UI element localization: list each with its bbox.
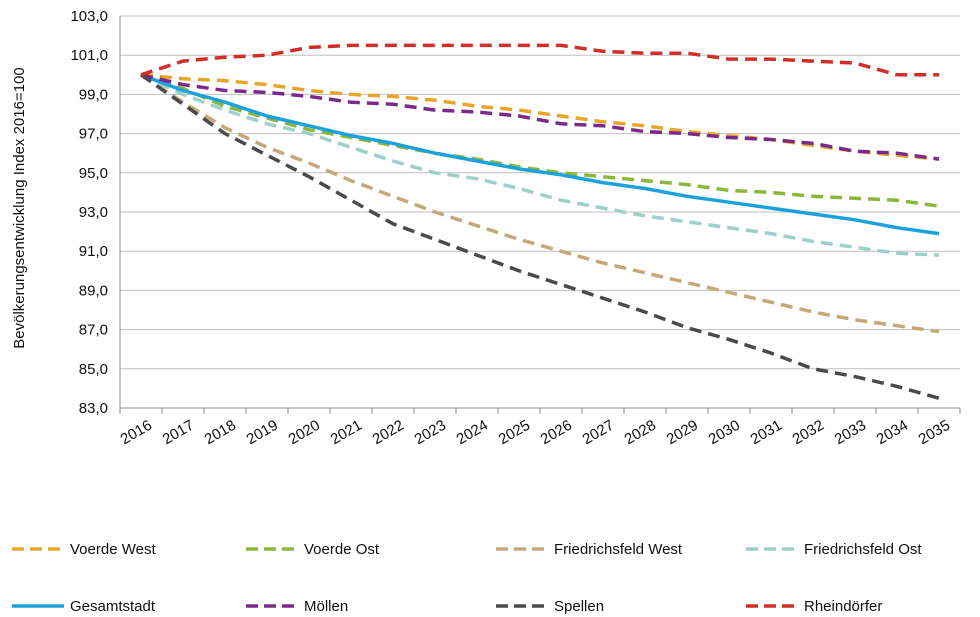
series-line <box>140 73 940 334</box>
x-tick-label: 2024 <box>454 417 491 448</box>
y-axis-label: Bevölkerungsentwicklung Index 2016=100 <box>11 67 28 348</box>
x-tick-label: 2019 <box>244 417 281 448</box>
legend-label: Voerde West <box>70 541 156 558</box>
legend-label: Gesamtstadt <box>70 598 156 615</box>
legend-label: Voerde Ost <box>304 541 380 558</box>
x-tick-label: 2023 <box>412 417 449 448</box>
series-line <box>140 73 940 208</box>
series-line <box>140 73 940 236</box>
x-tick-label: 2028 <box>622 417 659 448</box>
legend: Voerde West Voerde Ost Friedrichsfeld West… <box>12 541 922 615</box>
y-tick-label: 103,0 <box>70 8 108 25</box>
x-tick-label: 2022 <box>370 417 407 448</box>
series-line <box>140 43 939 77</box>
series-line <box>140 73 940 257</box>
y-tick-label: 85,0 <box>79 361 108 378</box>
x-tick-label: 2035 <box>916 417 953 448</box>
legend-label: Friedrichsfeld Ost <box>804 541 922 558</box>
legend-label: Spellen <box>554 598 604 615</box>
x-tick-label: 2026 <box>538 417 575 448</box>
x-tick-label: 2029 <box>664 417 701 448</box>
y-tick-label: 99,0 <box>79 86 108 103</box>
y-tick-label: 97,0 <box>79 126 108 143</box>
y-tick-label: 93,0 <box>79 204 108 221</box>
x-tick-label: 2016 <box>118 417 155 448</box>
x-tick-label: 2033 <box>832 417 869 448</box>
y-tick-label: 91,0 <box>79 243 108 260</box>
x-tick-label: 2018 <box>202 417 239 448</box>
series-line <box>139 73 940 400</box>
x-tick-label: 2025 <box>496 417 533 448</box>
axes: 83,0 85,0 87,0 89,0 91,0 93,0 95,0 97,0 99,0 101,… <box>70 8 961 448</box>
x-tick-label: 2021 <box>328 417 365 448</box>
series-line <box>140 73 940 161</box>
y-tick-label: 87,0 <box>79 322 108 339</box>
legend-label: Möllen <box>304 598 348 615</box>
legend-label: Friedrichsfeld West <box>554 541 683 558</box>
grid-lines <box>120 15 960 370</box>
y-tick-label: 83,0 <box>79 400 108 417</box>
y-tick-label: 95,0 <box>79 165 108 182</box>
x-tick-label: 2032 <box>790 417 827 448</box>
y-tick-label: 101,0 <box>70 47 108 64</box>
y-tick-label: 89,0 <box>79 282 108 299</box>
x-tick-label: 2027 <box>580 417 617 448</box>
x-tick-label: 2030 <box>706 417 743 448</box>
series-line <box>140 73 940 161</box>
x-tick-label: 2017 <box>160 417 197 448</box>
x-tick-label: 2020 <box>286 417 323 448</box>
legend-label: Rheindörfer <box>804 598 882 615</box>
x-tick-label: 2034 <box>874 417 911 448</box>
series-lines <box>139 43 940 400</box>
x-tick-label: 2031 <box>748 417 785 448</box>
